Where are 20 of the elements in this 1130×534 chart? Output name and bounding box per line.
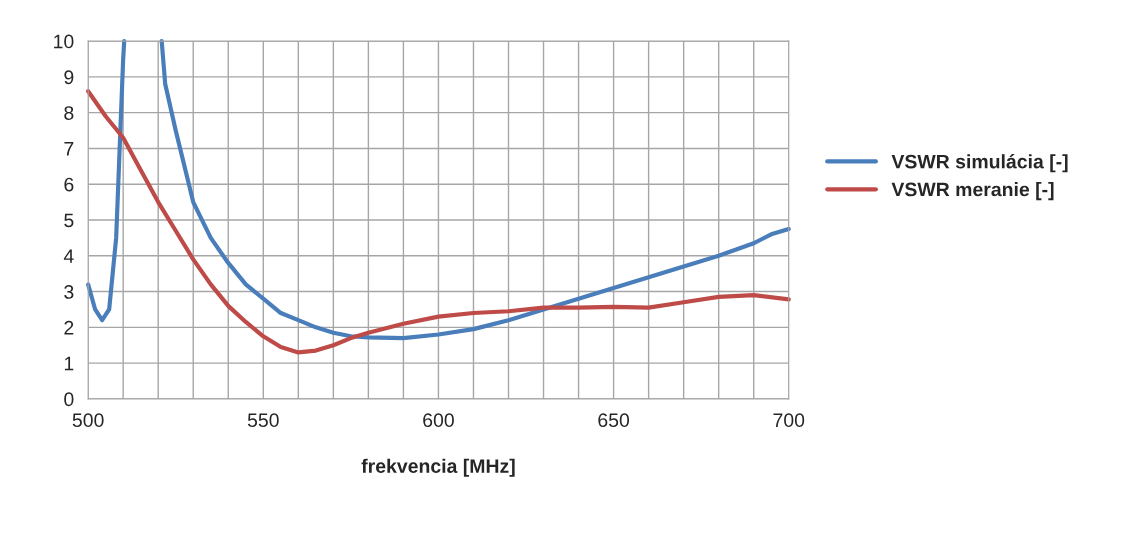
y-tick-label: 2 xyxy=(64,320,74,335)
y-tick-label: 8 xyxy=(64,106,74,120)
y-tick-label: 9 xyxy=(64,70,74,85)
y-tick-label: 1 xyxy=(64,356,74,371)
y-tick-label: 3 xyxy=(64,285,74,299)
y-tick-label: 0 xyxy=(64,392,74,407)
legend-label: VSWR simulácia [-] xyxy=(891,154,1068,173)
x-tick-label: 500 xyxy=(72,413,104,428)
y-tick-label: 6 xyxy=(64,177,74,192)
line-series xyxy=(86,89,791,355)
y-tick-label: 4 xyxy=(63,249,74,263)
x-tick-label: 550 xyxy=(247,413,279,428)
y-tick-label: 5 xyxy=(64,213,74,228)
x-tick-label: 700 xyxy=(773,413,805,428)
y-tick-label: 10 xyxy=(54,34,74,49)
legend-label: VSWR meranie [-] xyxy=(891,182,1054,201)
x-axis-title: frekvencia [MHz] xyxy=(361,458,515,477)
y-tick-label: 7 xyxy=(64,142,74,156)
x-tick-label: 600 xyxy=(423,413,454,428)
x-tick-label: 650 xyxy=(598,413,630,428)
